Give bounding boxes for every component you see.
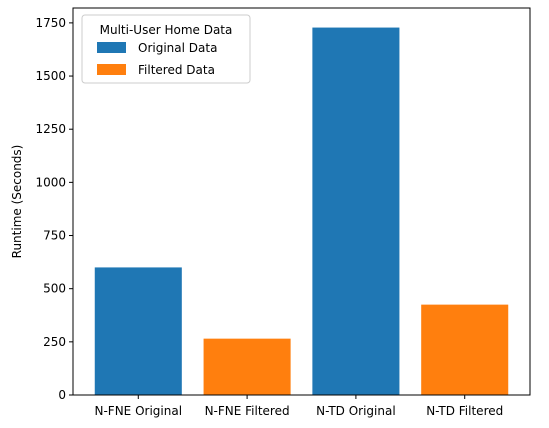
y-axis-ticks: 0 250 500 750 1000 1250 1500 1750: [35, 16, 73, 402]
plot-frame: [72, 7, 531, 396]
y-tick-label: 500: [43, 282, 66, 296]
y-tick-label: 1750: [35, 16, 66, 30]
y-tick-label: 1000: [35, 175, 66, 189]
legend-title: Multi-User Home Data: [100, 23, 233, 37]
legend-swatch-original: [97, 42, 126, 53]
x-tick-label: N-TD Original: [316, 404, 396, 418]
x-tick-label: N-TD Filtered: [426, 404, 503, 418]
y-axis-label: Runtime (Seconds): [10, 145, 24, 259]
y-tick-label: 750: [43, 229, 66, 243]
y-tick-label: 0: [58, 388, 66, 402]
x-axis-ticks: N-FNE Original N-FNE Filtered N-TD Origina…: [95, 395, 503, 418]
bar-n-td-original: [312, 27, 400, 396]
bar-n-td-filtered: [421, 304, 509, 395]
bars-group: [94, 27, 509, 396]
bar-n-fne-filtered: [203, 338, 291, 395]
y-tick-label: 1500: [35, 69, 66, 83]
y-tick-label: 1250: [35, 122, 66, 136]
x-tick-label: N-FNE Original: [95, 404, 183, 418]
legend-label-filtered: Filtered Data: [138, 63, 215, 77]
bar-n-fne-original: [94, 267, 182, 395]
legend-swatch-filtered: [97, 64, 126, 75]
legend: Multi-User Home Data Original Data Filte…: [81, 14, 251, 84]
legend-label-original: Original Data: [138, 41, 217, 55]
y-tick-label: 250: [43, 335, 66, 349]
x-tick-label: N-FNE Filtered: [205, 404, 290, 418]
